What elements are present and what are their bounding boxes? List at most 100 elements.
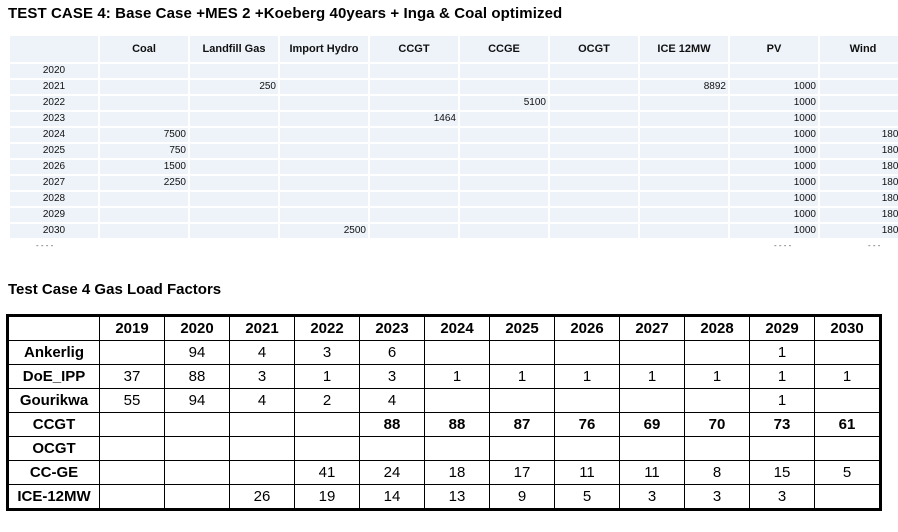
- table-cell: [460, 192, 548, 206]
- table-cell: 1000: [730, 96, 818, 110]
- table-cell: [550, 192, 638, 206]
- table-cell: 3: [684, 484, 750, 509]
- table-row: Gourikwa 55 94 4 2 4 1: [8, 388, 880, 413]
- table-cell: 1000: [730, 192, 818, 206]
- year-header: 2021: [229, 316, 295, 341]
- table-cell: 1: [619, 364, 685, 389]
- table-cell: [460, 160, 548, 174]
- table-cell: [460, 112, 548, 126]
- table-cell: [370, 224, 458, 238]
- column-header: CCGE: [460, 36, 548, 62]
- table-cell: [640, 176, 728, 190]
- table-cell: [370, 160, 458, 174]
- year-header: 2029: [749, 316, 815, 341]
- table-cell: 18: [424, 460, 490, 485]
- table-cell: 1800: [820, 144, 898, 158]
- column-header: OCGT: [550, 36, 638, 62]
- table-row: DoE_IPP 37 88 3 1 3 1 1 1 1 1 1 1: [8, 364, 880, 389]
- table-cell: [100, 192, 188, 206]
- table-cell: [640, 192, 728, 206]
- table-cell: [460, 80, 548, 94]
- table-cell: [749, 436, 815, 461]
- table-cell: [280, 176, 368, 190]
- table-cell: 1464: [370, 112, 458, 126]
- table-row: CCGT 88 88 87 76 69 70 73 61: [8, 412, 880, 437]
- table-cell: [190, 112, 278, 126]
- table-cell: [100, 80, 188, 94]
- year-header: 2024: [424, 316, 490, 341]
- load-factor-table-container: 2019 2020 2021 2022 2023 2024 2025 2026 2027 2028…: [6, 314, 882, 511]
- table-cell: [730, 64, 818, 78]
- table-cell: 1: [749, 340, 815, 365]
- table-cell: 26: [229, 484, 295, 509]
- table-cell: [460, 224, 548, 238]
- table-cell: [190, 96, 278, 110]
- table-cell: [190, 224, 278, 238]
- table-cell: 1000: [730, 80, 818, 94]
- row-label: CC-GE: [8, 460, 100, 485]
- table-cell: [460, 64, 548, 78]
- table-cell: [370, 144, 458, 158]
- table-cell: [164, 484, 230, 509]
- table-cell: [640, 208, 728, 222]
- table-cell: 14: [359, 484, 425, 509]
- table-cell: [229, 460, 295, 485]
- table-cell: 3: [749, 484, 815, 509]
- table-cell: [640, 112, 728, 126]
- row-label: Ankerlig: [8, 340, 100, 365]
- table-cell: 2: [294, 388, 360, 413]
- table-cell: [100, 208, 188, 222]
- table-cell: [99, 460, 165, 485]
- table-row: 2023 1464 1000: [10, 112, 898, 126]
- table-row: OCGT: [8, 436, 880, 461]
- table-cell: [280, 192, 368, 206]
- table-cell: [640, 160, 728, 174]
- table-cell: [550, 224, 638, 238]
- table-cell: 1000: [730, 160, 818, 174]
- table-cell: 1: [489, 364, 555, 389]
- table-cell: [294, 412, 360, 437]
- table-cell: [640, 224, 728, 238]
- table-cell: 4: [359, 388, 425, 413]
- table-cell: 1500: [100, 160, 188, 174]
- section-heading: Test Case 4 Gas Load Factors: [8, 281, 222, 298]
- load-factor-table: 2019 2020 2021 2022 2023 2024 2025 2026 2027 2028…: [6, 314, 882, 511]
- table-cell: [489, 388, 555, 413]
- page-heading: TEST CASE 4: Base Case +MES 2 +Koeberg 4…: [8, 5, 563, 22]
- table-cell: 4: [229, 340, 295, 365]
- table-cell: 4: [229, 388, 295, 413]
- table-cell: [424, 436, 490, 461]
- table-cell: 6: [359, 340, 425, 365]
- year-header: 2030: [814, 316, 880, 341]
- year-cell: 2024: [10, 128, 98, 142]
- table-cell: 1000: [730, 128, 818, 142]
- table-cell: [424, 340, 490, 365]
- table-cell: [489, 340, 555, 365]
- table-cell: [460, 144, 548, 158]
- table-cell: [550, 144, 638, 158]
- table-cell: [550, 96, 638, 110]
- table-cell: [550, 208, 638, 222]
- table-cell: [370, 96, 458, 110]
- table-cell: [619, 436, 685, 461]
- table-cell: 17: [489, 460, 555, 485]
- table-cell: [550, 128, 638, 142]
- table-cell: 13: [424, 484, 490, 509]
- column-header: Coal: [100, 36, 188, 62]
- table-cell: 76: [554, 412, 620, 437]
- column-header: Wind: [820, 36, 898, 62]
- row-label: Gourikwa: [8, 388, 100, 413]
- table-cell: [280, 80, 368, 94]
- table-row: Ankerlig 94 4 3 6 1: [8, 340, 880, 365]
- table-cell: [164, 460, 230, 485]
- table-cell: [280, 96, 368, 110]
- table-cell: [280, 144, 368, 158]
- table-cell: [190, 144, 278, 158]
- table-cell: 1: [424, 364, 490, 389]
- table-cell: 3: [294, 340, 360, 365]
- table-cell: [359, 436, 425, 461]
- table-cell: [280, 160, 368, 174]
- table-cell: 73: [749, 412, 815, 437]
- table-cell: 55: [99, 388, 165, 413]
